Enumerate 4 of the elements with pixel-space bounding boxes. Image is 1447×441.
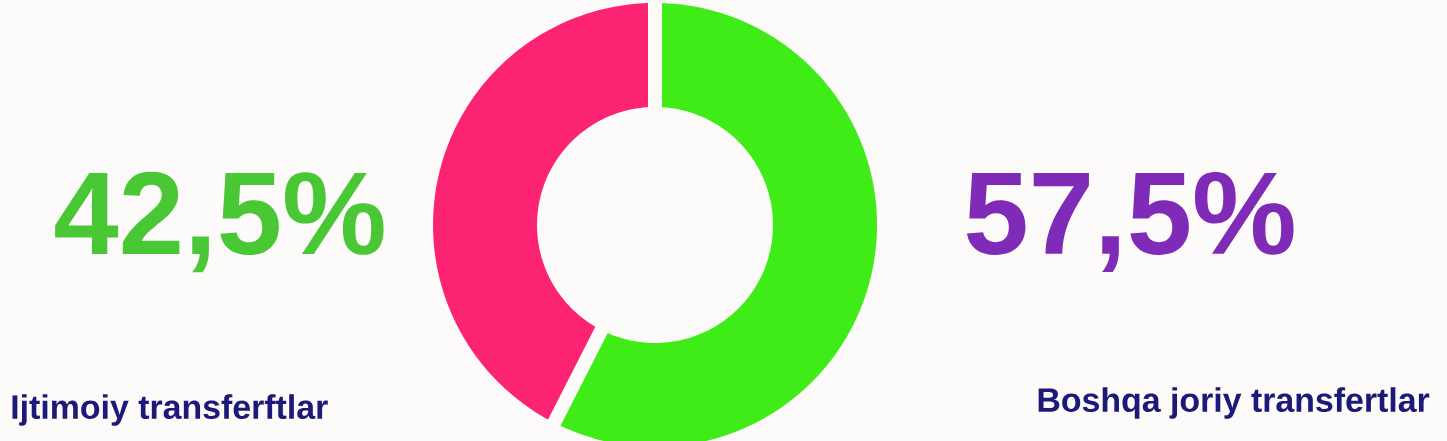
data-label: 57,5% <box>966 171 1294 272</box>
data-label: 42,5% <box>55 171 384 273</box>
slice-label: Boshqa joriy transfertlar <box>1038 387 1430 419</box>
slice-label: Ijtimoiy transferftlar <box>12 394 328 426</box>
